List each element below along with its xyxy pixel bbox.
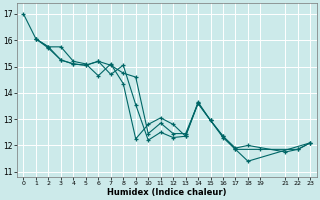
X-axis label: Humidex (Indice chaleur): Humidex (Indice chaleur) bbox=[107, 188, 227, 197]
